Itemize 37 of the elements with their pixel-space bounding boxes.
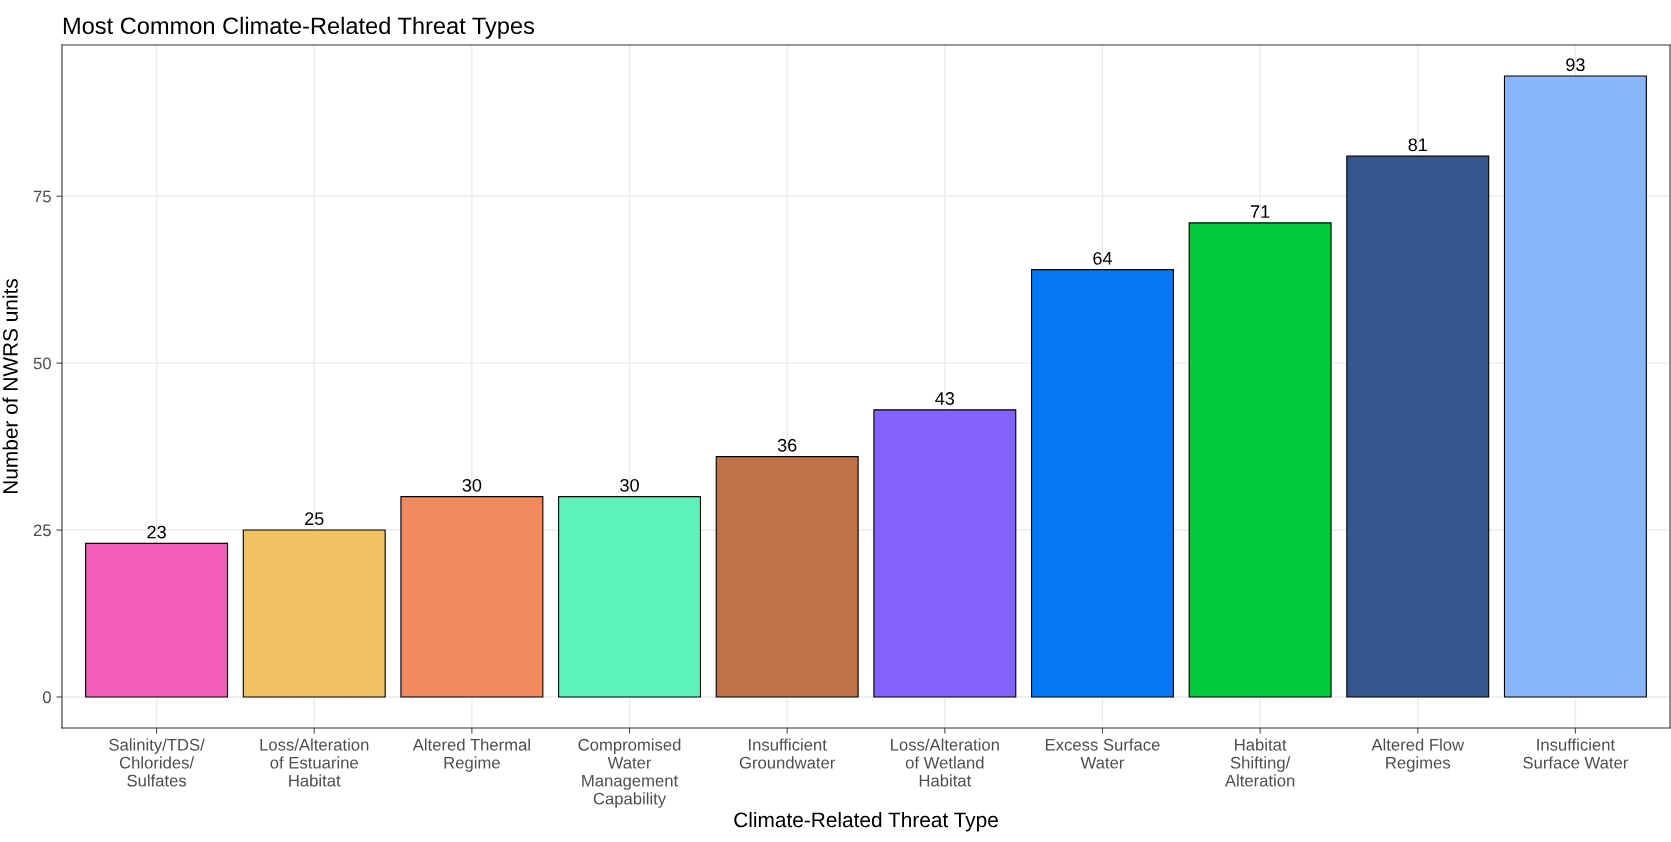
x-tick-label: Altered Flow Regimes	[1371, 738, 1465, 772]
bar	[85, 542, 229, 698]
x-tick-label: Excess Surface Water	[1045, 738, 1160, 769]
x-tick-label: Loss/Alteration of Wetland Habitat	[891, 738, 999, 787]
y-tick-label: 75	[33, 190, 51, 203]
bar	[873, 409, 1017, 698]
x-tick-label: Insufficient Surface Water	[1523, 738, 1629, 769]
data-label: 64	[1093, 251, 1112, 265]
y-tick-label: 50	[33, 357, 51, 370]
data-label: 30	[620, 478, 639, 492]
y-tick-label: 0	[42, 691, 51, 704]
data-label: 71	[1251, 205, 1270, 218]
x-tick-label: Loss/Alteration of Estuarine Habitat	[260, 738, 369, 787]
chart-title: Most Common Climate-Related Threat Types	[63, 16, 535, 39]
data-label: 36	[777, 438, 797, 452]
data-label: 93	[1566, 58, 1585, 72]
bar	[1503, 75, 1647, 698]
data-label: 25	[305, 512, 324, 526]
x-tick-label: Salinity/TDS/ Chlorides/ Sulfates	[109, 738, 205, 787]
y-axis-title: Number of NWRS units	[2, 279, 18, 494]
x-axis-title: Climate-Related Threat Type	[734, 811, 998, 832]
bar	[1346, 155, 1490, 698]
bar	[242, 529, 386, 698]
data-label: 23	[147, 525, 166, 539]
y-tick-label: 25	[33, 524, 51, 537]
data-label: 81	[1408, 138, 1427, 152]
bar	[1188, 222, 1332, 698]
x-tick-label: Compromised Water Management Capability	[578, 738, 681, 808]
bar	[1030, 269, 1174, 698]
data-label: 30	[462, 478, 482, 492]
data-label: 43	[935, 392, 955, 405]
x-tick-label: Habitat Shifting/ Alteration	[1224, 738, 1295, 787]
x-tick-label: Altered Thermal Regime	[412, 738, 530, 772]
bar	[558, 496, 702, 698]
bar	[715, 456, 859, 698]
bar	[400, 496, 544, 698]
x-tick-label: Insufficient Groundwater	[739, 738, 836, 769]
